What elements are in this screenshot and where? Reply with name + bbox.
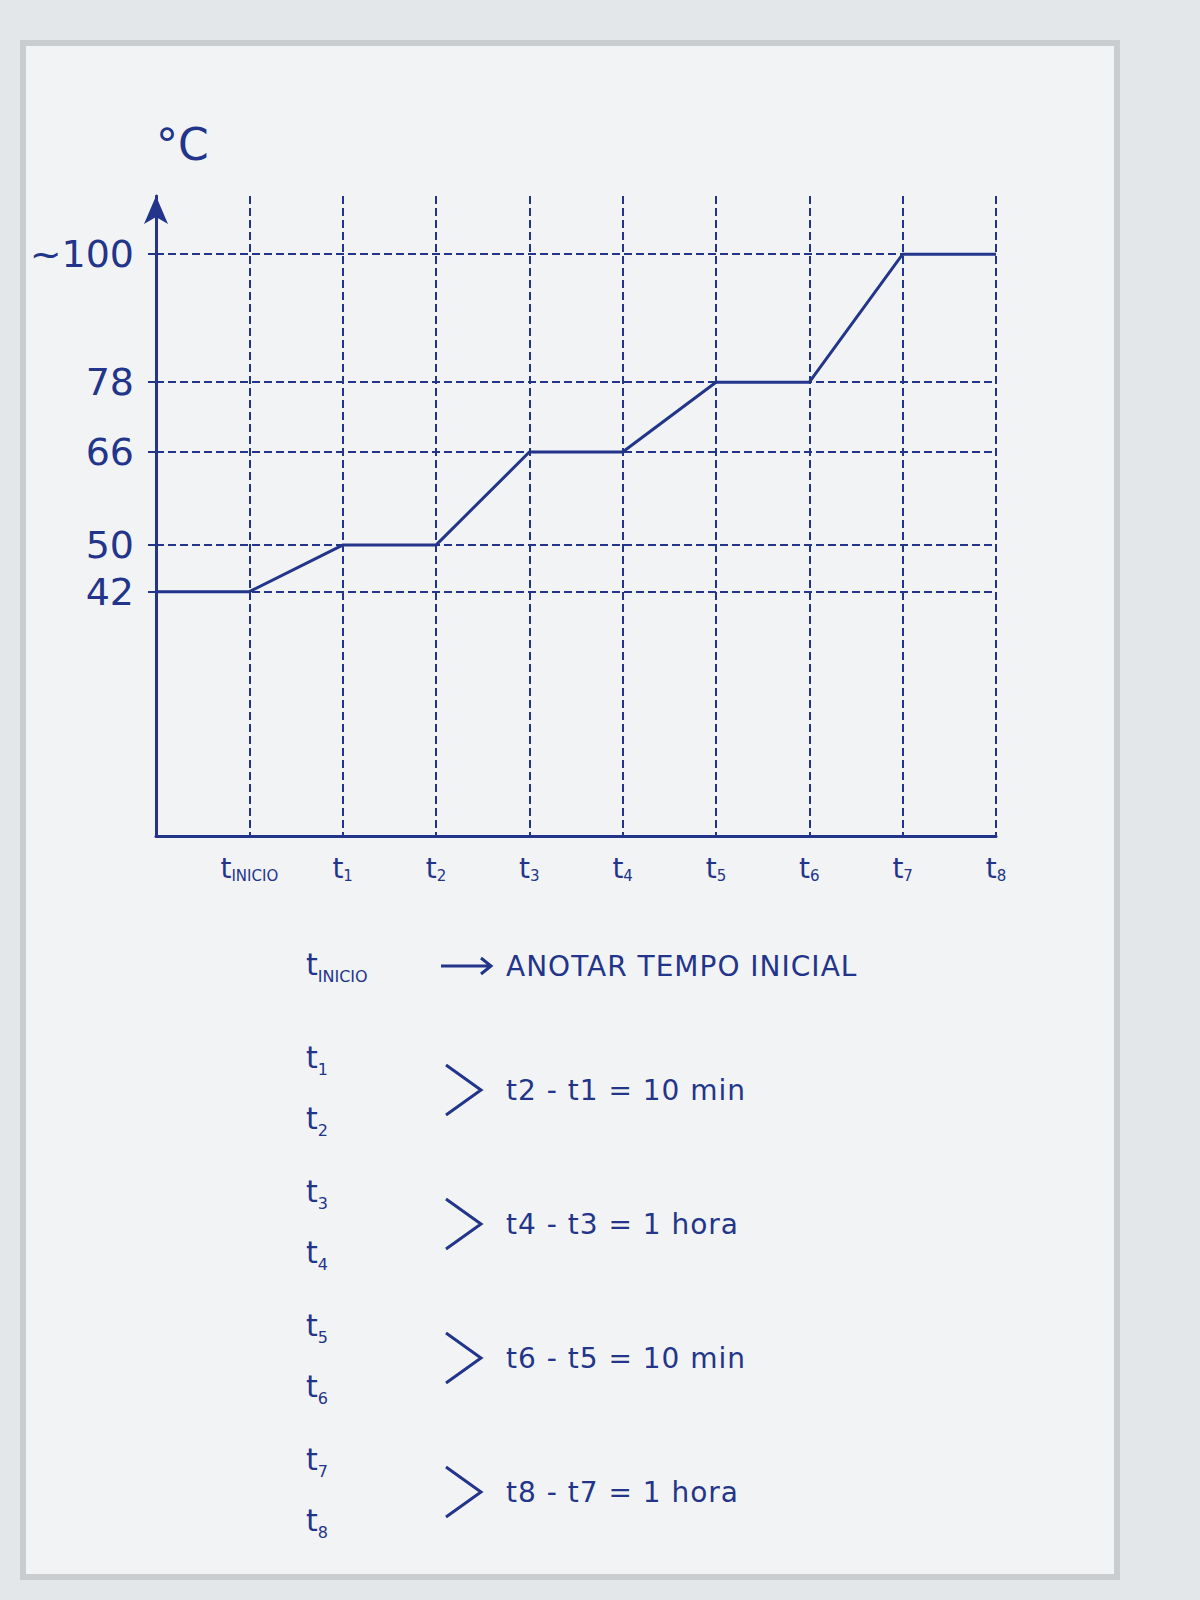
svg-text:~100: ~100 [30, 232, 134, 276]
svg-text:4: 4 [623, 867, 633, 885]
svg-text:8: 8 [997, 867, 1007, 885]
svg-text:t: t [706, 852, 717, 885]
html-text:tINICIO: tINICIO [306, 946, 368, 986]
html-text:t3: t3 [306, 1174, 328, 1213]
svg-text:1: 1 [343, 867, 353, 885]
html-text:t4 - t3 = 1 hora: t4 - t3 = 1 hora [506, 1207, 739, 1241]
html-text:t6 - t5 = 10 min: t6 - t5 = 10 min [506, 1341, 747, 1375]
svg-text:5: 5 [717, 867, 727, 885]
svg-text:t: t [799, 852, 810, 885]
svg-text:66: 66 [86, 430, 134, 474]
svg-text:7: 7 [903, 867, 913, 885]
html-text:t2: t2 [306, 1101, 328, 1140]
html-text:t5: t5 [306, 1308, 328, 1347]
html-text:t8: t8 [306, 1503, 328, 1542]
svg-text:78: 78 [86, 360, 134, 404]
html-text:t8 - t7 = 1 hora: t8 - t7 = 1 hora [506, 1475, 739, 1509]
html-text:t7: t7 [306, 1442, 328, 1481]
svg-text:t: t [612, 852, 623, 885]
svg-text:t: t [332, 852, 343, 885]
html-text:t6: t6 [306, 1369, 328, 1408]
svg-text:50: 50 [86, 523, 134, 567]
svg-text:42: 42 [86, 570, 134, 614]
html-text:t1: t1 [306, 1040, 328, 1079]
svg-text:t: t [519, 852, 530, 885]
svg-text:t: t [892, 852, 903, 885]
svg-text:°C: °C [156, 119, 209, 170]
svg-text:t: t [426, 852, 437, 885]
html-text:t4: t4 [306, 1235, 328, 1274]
html-text:ANOTAR TEMPO INICIAL: ANOTAR TEMPO INICIAL [506, 949, 858, 983]
svg-text:6: 6 [810, 867, 820, 885]
html-text:t2 - t1 = 10 min: t2 - t1 = 10 min [506, 1073, 747, 1107]
svg-text:t: t [986, 852, 997, 885]
svg-text:INICIO: INICIO [231, 867, 278, 885]
svg-text:3: 3 [530, 867, 540, 885]
svg-text:2: 2 [437, 867, 447, 885]
svg-text:t: t [220, 852, 231, 885]
